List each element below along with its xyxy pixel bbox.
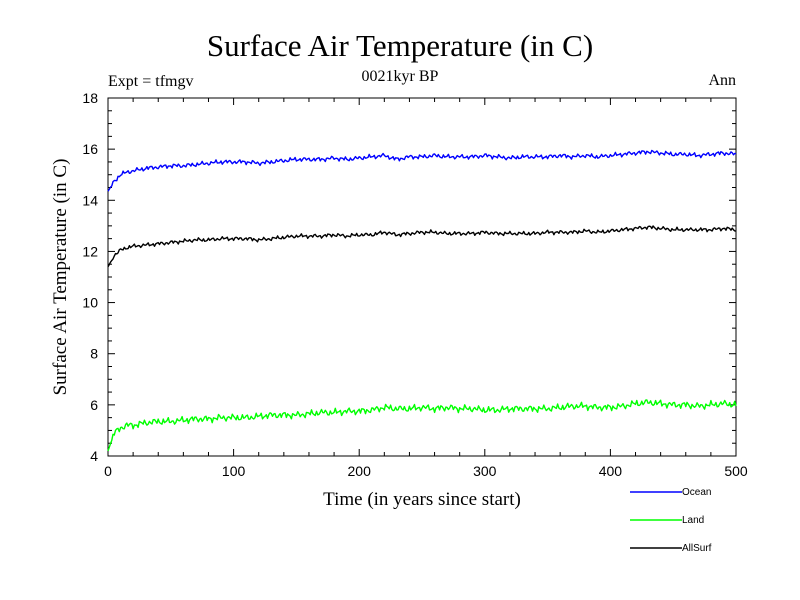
x-tick-label: 200	[348, 463, 372, 479]
series-lines	[107, 149, 737, 452]
period-label: Ann	[708, 72, 736, 89]
y-axis-ticks: 4 6 8 10 12 14 16 18	[82, 90, 736, 464]
y-tick-label: 10	[82, 295, 98, 311]
x-tick-label: 300	[473, 463, 497, 479]
legend-label: Land	[682, 515, 704, 526]
series-line-ocean	[107, 149, 737, 192]
y-tick-label: 6	[90, 397, 98, 413]
chart-subtitle: 0021kyr BP	[361, 68, 439, 85]
y-tick-label: 4	[90, 448, 98, 464]
x-axis-ticks: 0 100 200 300 400 500	[104, 98, 748, 479]
x-axis-label: Time (in years since start)	[323, 489, 521, 510]
chart-title: Surface Air Temperature (in C)	[206, 28, 594, 63]
series-line-allsurf	[107, 225, 737, 268]
y-tick-label: 18	[82, 90, 98, 106]
legend: Ocean Land AllSurf	[630, 487, 712, 554]
x-tick-label: 400	[599, 463, 623, 479]
experiment-label: Expt = tfmgv	[108, 73, 194, 90]
legend-label: Ocean	[682, 487, 711, 498]
y-tick-label: 16	[82, 141, 98, 157]
y-tick-label: 12	[82, 243, 98, 259]
legend-label: AllSurf	[682, 543, 712, 554]
y-tick-label: 8	[90, 346, 98, 362]
x-tick-label: 100	[222, 463, 246, 479]
y-tick-label: 14	[82, 192, 98, 208]
x-tick-label: 500	[724, 463, 748, 479]
series-line-land	[107, 399, 737, 452]
y-axis-label: Surface Air Temperature (in C)	[50, 159, 71, 396]
x-tick-label: 0	[104, 463, 112, 479]
